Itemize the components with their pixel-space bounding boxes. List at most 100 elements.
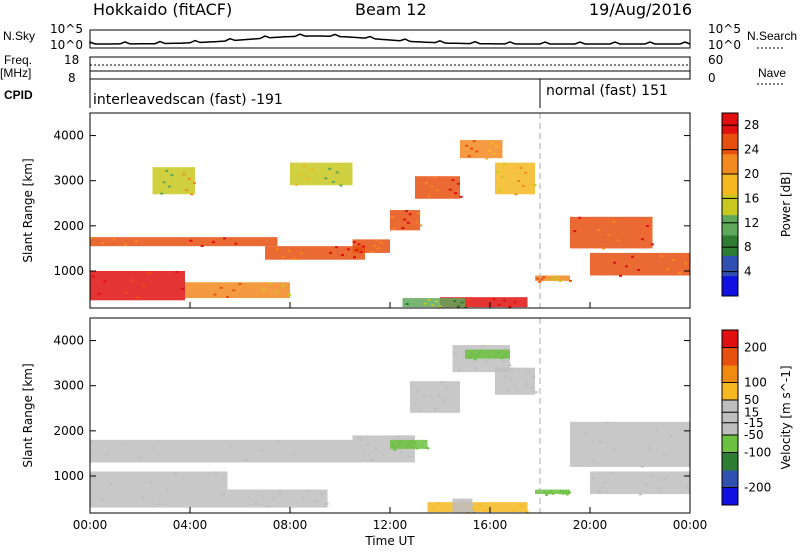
data-speckle bbox=[211, 241, 215, 244]
data-speckle bbox=[366, 443, 370, 446]
data-speckle bbox=[559, 489, 563, 492]
data-speckle bbox=[109, 483, 113, 486]
data-speckle bbox=[536, 277, 540, 280]
data-speckle bbox=[478, 350, 482, 353]
y-tick-label: 4000 bbox=[53, 129, 84, 143]
colorbar-tick-label: 28 bbox=[744, 118, 759, 132]
data-speckle bbox=[370, 458, 374, 461]
data-speckle bbox=[508, 364, 512, 367]
data-region-2 bbox=[185, 282, 290, 299]
data-speckle bbox=[578, 216, 582, 219]
colorbar-tick-label: 24 bbox=[744, 143, 759, 157]
data-speckle bbox=[639, 493, 642, 496]
data-speckle bbox=[379, 241, 383, 244]
y-tick-label: 1000 bbox=[53, 264, 84, 278]
data-speckle bbox=[105, 452, 109, 455]
x-tick-label: 16:00 bbox=[473, 518, 508, 532]
data-speckle bbox=[339, 184, 343, 187]
data-speckle bbox=[446, 386, 449, 389]
data-speckle bbox=[352, 241, 356, 244]
data-speckle bbox=[551, 492, 555, 495]
data-region-11 bbox=[465, 349, 510, 359]
data-speckle bbox=[592, 477, 595, 480]
data-speckle bbox=[238, 282, 242, 285]
data-speckle bbox=[561, 492, 565, 495]
data-speckle bbox=[331, 180, 335, 183]
data-speckle bbox=[461, 507, 465, 510]
data-speckle bbox=[686, 486, 689, 489]
data-speckle bbox=[219, 286, 223, 289]
data-region-0 bbox=[90, 439, 353, 463]
data-speckle bbox=[167, 185, 171, 188]
cpid-label: CPID bbox=[4, 88, 33, 102]
data-speckle bbox=[406, 221, 410, 224]
freq-strip-frame bbox=[89, 56, 691, 80]
data-speckle bbox=[443, 399, 446, 402]
data-speckle bbox=[182, 173, 186, 176]
data-speckle bbox=[410, 385, 414, 388]
data-speckle bbox=[437, 502, 441, 505]
data-speckle bbox=[565, 493, 569, 496]
data-speckle bbox=[101, 242, 105, 245]
colorbar-swatch bbox=[722, 133, 738, 155]
data-speckle bbox=[325, 502, 329, 505]
data-speckle bbox=[495, 145, 499, 148]
nave-axis-bottom: 0 bbox=[708, 71, 716, 85]
colorbar-swatch bbox=[722, 382, 738, 401]
data-speckle bbox=[229, 446, 233, 449]
data-speckle bbox=[468, 501, 472, 504]
data-speckle bbox=[619, 274, 622, 277]
data-speckle bbox=[422, 395, 426, 398]
data-speckle bbox=[185, 189, 189, 192]
data-speckle bbox=[460, 301, 464, 304]
x-tick-label: 00:00 bbox=[673, 518, 708, 532]
colorbar-tick-label: 100 bbox=[744, 376, 767, 390]
data-speckle bbox=[563, 490, 567, 493]
colorbar-swatch bbox=[722, 435, 738, 453]
data-speckle bbox=[657, 487, 660, 490]
data-speckle bbox=[416, 390, 420, 393]
data-speckle bbox=[475, 150, 479, 153]
data-speckle bbox=[525, 382, 528, 385]
colorbar-swatch bbox=[722, 275, 738, 297]
data-speckle bbox=[602, 247, 606, 250]
data-speckle bbox=[648, 446, 651, 449]
data-region-8 bbox=[590, 471, 690, 495]
data-speckle bbox=[175, 270, 179, 273]
data-speckle bbox=[213, 293, 217, 296]
data-speckle bbox=[142, 284, 146, 287]
data-speckle bbox=[457, 368, 461, 371]
data-speckle bbox=[469, 509, 473, 512]
data-speckle bbox=[598, 440, 602, 443]
data-speckle bbox=[281, 284, 285, 287]
data-speckle bbox=[427, 195, 431, 198]
data-speckle bbox=[558, 280, 562, 283]
colorbar: 4 8 12 16 20 24 28 Power [dB] bbox=[721, 112, 793, 297]
data-speckle bbox=[573, 230, 577, 233]
data-speckle bbox=[484, 509, 488, 512]
data-speckle bbox=[591, 459, 595, 462]
noise-axis-bottom-right: 10^0 bbox=[708, 38, 741, 52]
data-speckle bbox=[453, 300, 457, 303]
colorbar-swatch bbox=[722, 235, 738, 256]
data-speckle bbox=[375, 239, 378, 242]
data-speckle bbox=[511, 367, 514, 370]
data-speckle bbox=[125, 291, 129, 294]
data-speckle bbox=[612, 220, 616, 223]
data-speckle bbox=[487, 150, 491, 153]
data-speckle bbox=[669, 434, 673, 437]
data-speckle bbox=[468, 356, 472, 359]
data-speckle bbox=[527, 371, 531, 374]
data-speckle bbox=[419, 408, 423, 411]
data-region-10 bbox=[590, 252, 690, 276]
colorbar-swatch bbox=[722, 417, 738, 436]
data-speckle bbox=[189, 239, 193, 242]
data-speckle bbox=[400, 451, 403, 454]
data-speckle bbox=[287, 293, 291, 296]
data-region-15 bbox=[290, 162, 353, 186]
data-region-0 bbox=[90, 237, 278, 247]
nsky-label: N.Sky bbox=[3, 29, 36, 43]
data-speckle bbox=[542, 276, 546, 279]
colorbar-swatch bbox=[722, 470, 738, 488]
data-speckle bbox=[417, 212, 421, 215]
